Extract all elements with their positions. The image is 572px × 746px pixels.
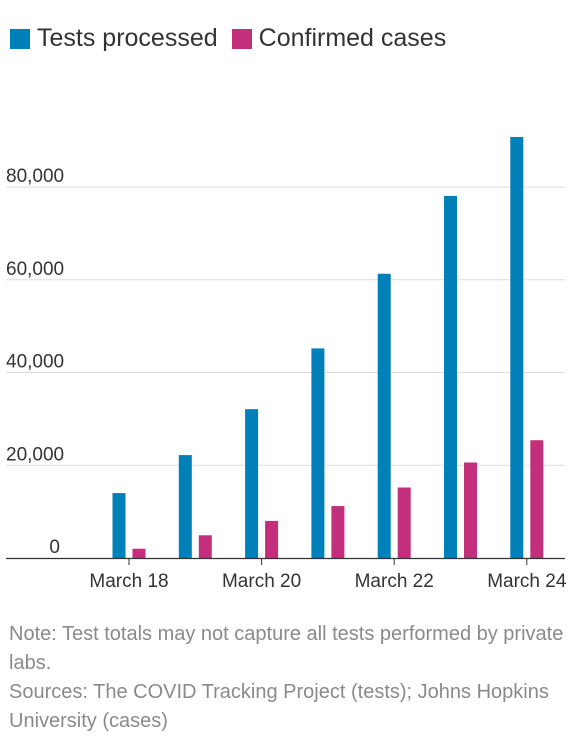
sources-text: Sources: The COVID Tracking Project (tes… <box>9 681 549 732</box>
axis-layer: 0 20,000 40,000 60,000 80,000 March 18 March 2… <box>6 166 567 592</box>
bar-tests-processed <box>377 273 391 558</box>
bar-tests-processed <box>245 409 259 558</box>
y-tick-label: 80,000 <box>6 166 64 187</box>
bars-layer <box>112 137 544 559</box>
bar-confirmed-cases <box>464 462 477 558</box>
bar-tests-processed <box>178 455 192 558</box>
chart-notes: Note: Test totals may not capture all te… <box>9 620 565 736</box>
note-text: Note: Test totals may not capture all te… <box>9 623 564 674</box>
x-tick-label: March 18 <box>89 571 168 592</box>
bar-confirmed-cases <box>331 506 345 558</box>
bar-chart: 0 20,000 40,000 60,000 80,000 March 18 March 2… <box>6 137 567 592</box>
bar-tests-processed <box>112 493 126 558</box>
legend-swatch-tests <box>10 28 30 49</box>
bar-tests-processed <box>444 195 457 559</box>
y-tick-label: 40,000 <box>6 352 64 373</box>
legend-item-cases: Confirmed cases <box>231 24 447 53</box>
bar-confirmed-cases <box>265 520 279 558</box>
legend-swatch-cases <box>231 28 252 49</box>
y-tick-label: 20,000 <box>6 444 64 465</box>
legend-item-tests: Tests processed <box>10 24 218 53</box>
y-tick-label: 0 <box>49 537 60 558</box>
bar-confirmed-cases <box>397 487 411 558</box>
x-tick-label: March 24 <box>487 571 567 592</box>
bar-confirmed-cases <box>530 440 544 558</box>
x-tick-label: March 22 <box>355 571 434 592</box>
chart-legend: Tests processed Confirmed cases <box>10 24 460 53</box>
y-tick-label: 60,000 <box>6 259 64 280</box>
bar-confirmed-cases <box>132 548 146 558</box>
x-tick-label: March 20 <box>222 571 301 592</box>
bar-tests-processed <box>311 348 325 558</box>
bar-tests-processed <box>510 137 524 558</box>
legend-label-tests: Tests processed <box>37 24 218 52</box>
grid-layer <box>6 186 565 466</box>
legend-label-cases: Confirmed cases <box>258 24 447 52</box>
bar-confirmed-cases <box>198 535 212 558</box>
